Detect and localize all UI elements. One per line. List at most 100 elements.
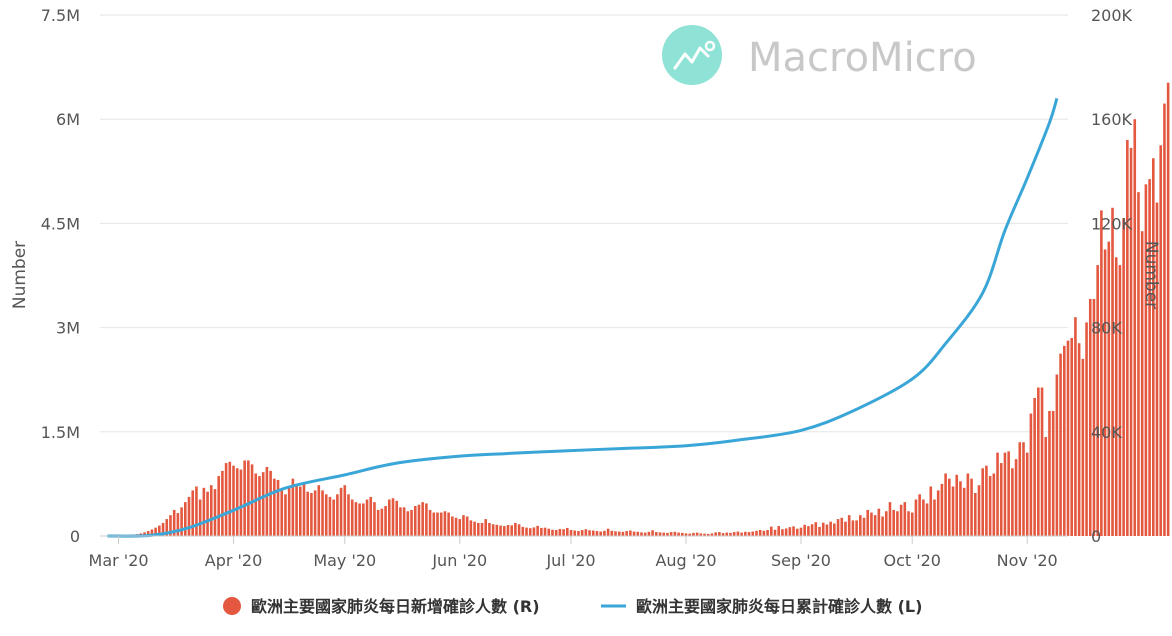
bar[interactable] [606, 528, 610, 536]
bar[interactable] [610, 530, 614, 536]
bar[interactable] [914, 499, 918, 536]
bar[interactable] [324, 494, 328, 536]
bar[interactable] [1118, 265, 1122, 536]
bar[interactable] [821, 522, 825, 536]
bar[interactable] [614, 531, 617, 536]
bar[interactable] [462, 515, 465, 536]
bar[interactable] [955, 474, 959, 536]
bar[interactable] [406, 511, 410, 536]
bar[interactable] [347, 494, 350, 536]
bar[interactable] [517, 524, 521, 536]
bar[interactable] [273, 478, 276, 536]
bar[interactable] [310, 493, 313, 536]
bar[interactable] [788, 527, 792, 536]
bar[interactable] [948, 478, 951, 536]
bar[interactable] [510, 525, 513, 536]
bar[interactable] [243, 460, 246, 536]
bar[interactable] [777, 526, 781, 536]
bar[interactable] [536, 525, 539, 536]
bar[interactable] [250, 464, 254, 536]
bar[interactable] [636, 531, 640, 536]
bar[interactable] [580, 530, 584, 536]
bar[interactable] [306, 491, 309, 536]
bar[interactable] [621, 531, 625, 536]
bar[interactable] [751, 531, 755, 536]
bar[interactable] [766, 530, 769, 536]
bar[interactable] [413, 506, 417, 536]
bar[interactable] [280, 489, 284, 536]
bar[interactable] [662, 532, 666, 536]
cumulative-line[interactable] [107, 97, 1059, 538]
bar[interactable] [276, 479, 280, 536]
bar[interactable] [862, 517, 866, 536]
bar[interactable] [918, 494, 921, 536]
bar[interactable] [591, 530, 595, 536]
bar[interactable] [187, 496, 191, 536]
bar[interactable] [191, 490, 195, 536]
bar[interactable] [425, 503, 428, 536]
bar[interactable] [1159, 145, 1163, 536]
bar[interactable] [373, 502, 376, 536]
bar[interactable] [1066, 340, 1070, 537]
bar[interactable] [525, 527, 528, 536]
legend-item-line[interactable]: 歐洲主要國家肺炎每日累計確診人數 (L) [601, 597, 922, 616]
bar[interactable] [847, 515, 851, 536]
bar[interactable] [658, 532, 662, 536]
bar[interactable] [391, 498, 395, 536]
bar[interactable] [999, 463, 1003, 536]
bar[interactable] [436, 512, 439, 536]
bar[interactable] [795, 528, 799, 536]
bar[interactable] [465, 516, 469, 536]
bar[interactable] [387, 499, 391, 536]
bar[interactable] [962, 487, 966, 536]
bar[interactable] [922, 499, 925, 536]
bar[interactable] [339, 487, 343, 536]
bar[interactable] [321, 490, 324, 536]
bar[interactable] [528, 528, 532, 536]
bar[interactable] [180, 507, 183, 536]
bar[interactable] [625, 531, 628, 536]
bar[interactable] [1085, 322, 1088, 536]
bar[interactable] [940, 483, 944, 536]
bar[interactable] [350, 499, 354, 536]
bar[interactable] [213, 489, 217, 536]
bar[interactable] [343, 485, 347, 536]
bar[interactable] [836, 519, 840, 536]
bar[interactable] [744, 531, 747, 536]
bar[interactable] [1062, 345, 1066, 536]
bar[interactable] [291, 478, 295, 536]
bar[interactable] [484, 519, 488, 536]
bar[interactable] [799, 527, 803, 536]
bar[interactable] [666, 532, 669, 536]
bar[interactable] [729, 532, 732, 536]
bar[interactable] [1025, 452, 1029, 536]
bar[interactable] [217, 476, 220, 536]
bar[interactable] [495, 524, 499, 536]
bar[interactable] [721, 533, 725, 536]
bar[interactable] [810, 524, 814, 536]
bar[interactable] [643, 532, 647, 536]
bar[interactable] [176, 513, 180, 536]
bar[interactable] [228, 461, 232, 536]
bar[interactable] [362, 503, 365, 536]
bar[interactable] [710, 533, 714, 536]
bar[interactable] [380, 508, 384, 536]
bar[interactable] [725, 532, 729, 536]
bar[interactable] [1111, 207, 1114, 536]
bar[interactable] [554, 530, 558, 536]
bar[interactable] [558, 528, 562, 536]
bar[interactable] [395, 500, 399, 536]
bar[interactable] [873, 515, 877, 536]
bar[interactable] [851, 520, 855, 536]
bar[interactable] [1048, 410, 1051, 536]
bar[interactable] [925, 503, 929, 536]
bar[interactable] [295, 483, 298, 536]
bar[interactable] [239, 469, 243, 536]
bar[interactable] [718, 532, 721, 536]
bar[interactable] [896, 511, 899, 536]
bar[interactable] [328, 496, 332, 536]
legend-item-bar[interactable]: 歐洲主要國家肺炎每日新增確診人數 (R) [223, 597, 540, 616]
bar[interactable] [677, 532, 680, 536]
bar[interactable] [224, 463, 228, 536]
bar[interactable] [158, 525, 161, 536]
